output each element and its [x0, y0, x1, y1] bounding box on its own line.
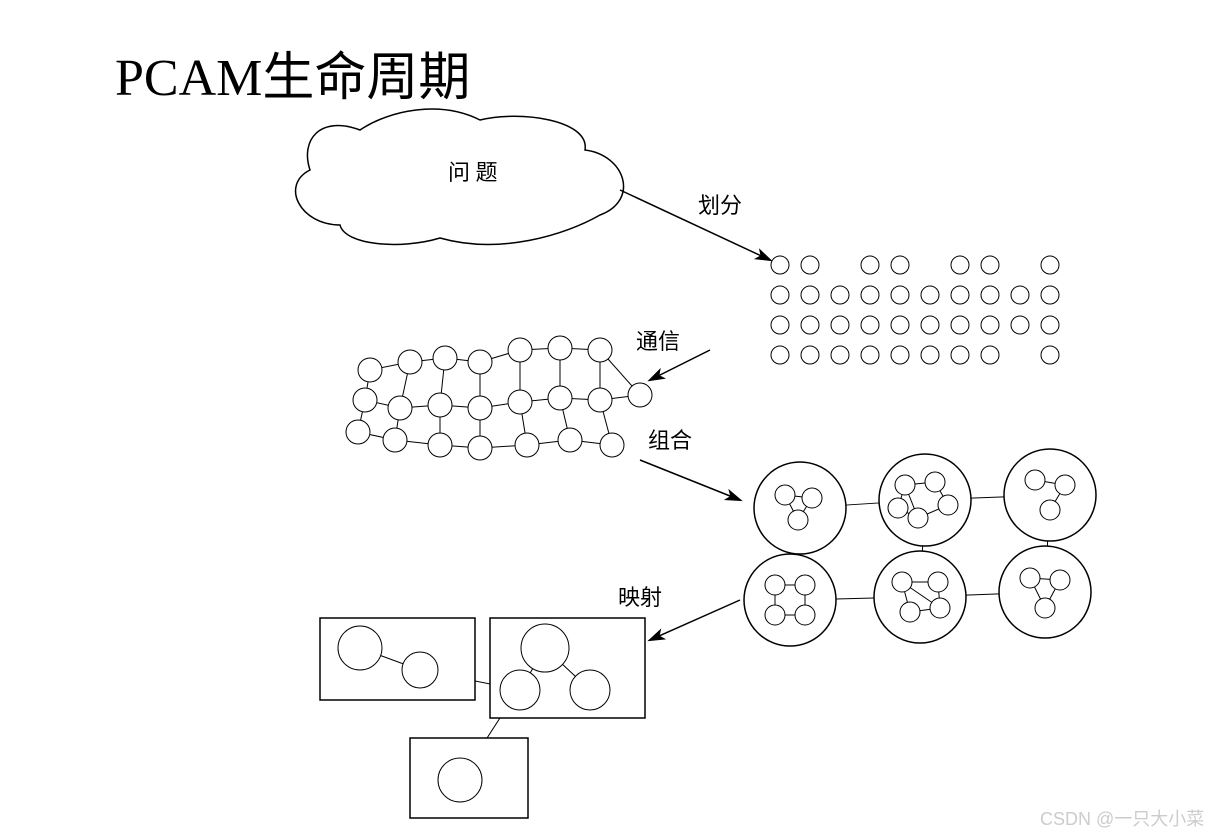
mapping-boxes — [320, 618, 645, 818]
label-map: 映射 — [618, 585, 662, 610]
comm-network — [346, 336, 652, 460]
arrow-1 — [650, 350, 710, 380]
partition-dots — [771, 256, 1059, 364]
label-agglom: 组合 — [648, 428, 692, 453]
arrow-2 — [640, 460, 740, 500]
agglom-clusters — [744, 449, 1096, 646]
watermark: CSDN @一只大小菜 — [1040, 809, 1204, 829]
arrow-3 — [650, 600, 740, 640]
label-comm: 通信 — [636, 329, 680, 354]
label-partition: 划分 — [698, 193, 742, 218]
arrow-0 — [620, 190, 770, 260]
diagram-title: PCAM生命周期 — [115, 49, 470, 107]
label-problem: 问 题 — [448, 160, 498, 185]
